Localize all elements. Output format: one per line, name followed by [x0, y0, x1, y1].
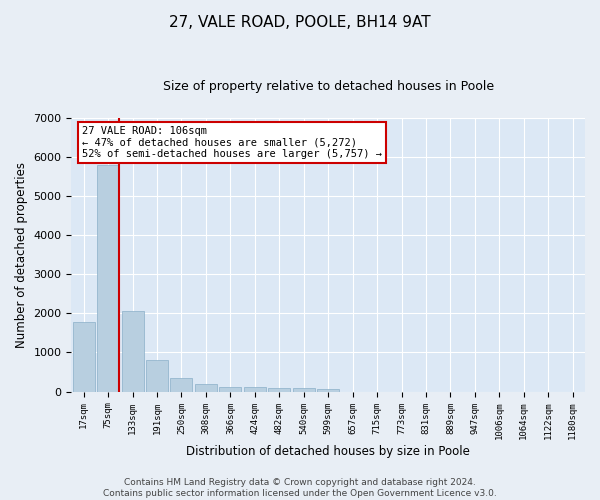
X-axis label: Distribution of detached houses by size in Poole: Distribution of detached houses by size …	[186, 444, 470, 458]
Bar	[170, 378, 193, 392]
Bar	[317, 389, 339, 392]
Bar	[220, 387, 241, 392]
Text: 27, VALE ROAD, POOLE, BH14 9AT: 27, VALE ROAD, POOLE, BH14 9AT	[169, 15, 431, 30]
Bar	[293, 388, 315, 392]
Y-axis label: Number of detached properties: Number of detached properties	[15, 162, 28, 348]
Bar	[195, 384, 217, 392]
Bar	[97, 164, 119, 392]
Bar	[73, 322, 95, 392]
Text: 27 VALE ROAD: 106sqm
← 47% of detached houses are smaller (5,272)
52% of semi-de: 27 VALE ROAD: 106sqm ← 47% of detached h…	[82, 126, 382, 159]
Bar	[268, 388, 290, 392]
Text: Contains HM Land Registry data © Crown copyright and database right 2024.
Contai: Contains HM Land Registry data © Crown c…	[103, 478, 497, 498]
Bar	[122, 312, 143, 392]
Title: Size of property relative to detached houses in Poole: Size of property relative to detached ho…	[163, 80, 494, 93]
Bar	[146, 360, 168, 392]
Bar	[244, 388, 266, 392]
